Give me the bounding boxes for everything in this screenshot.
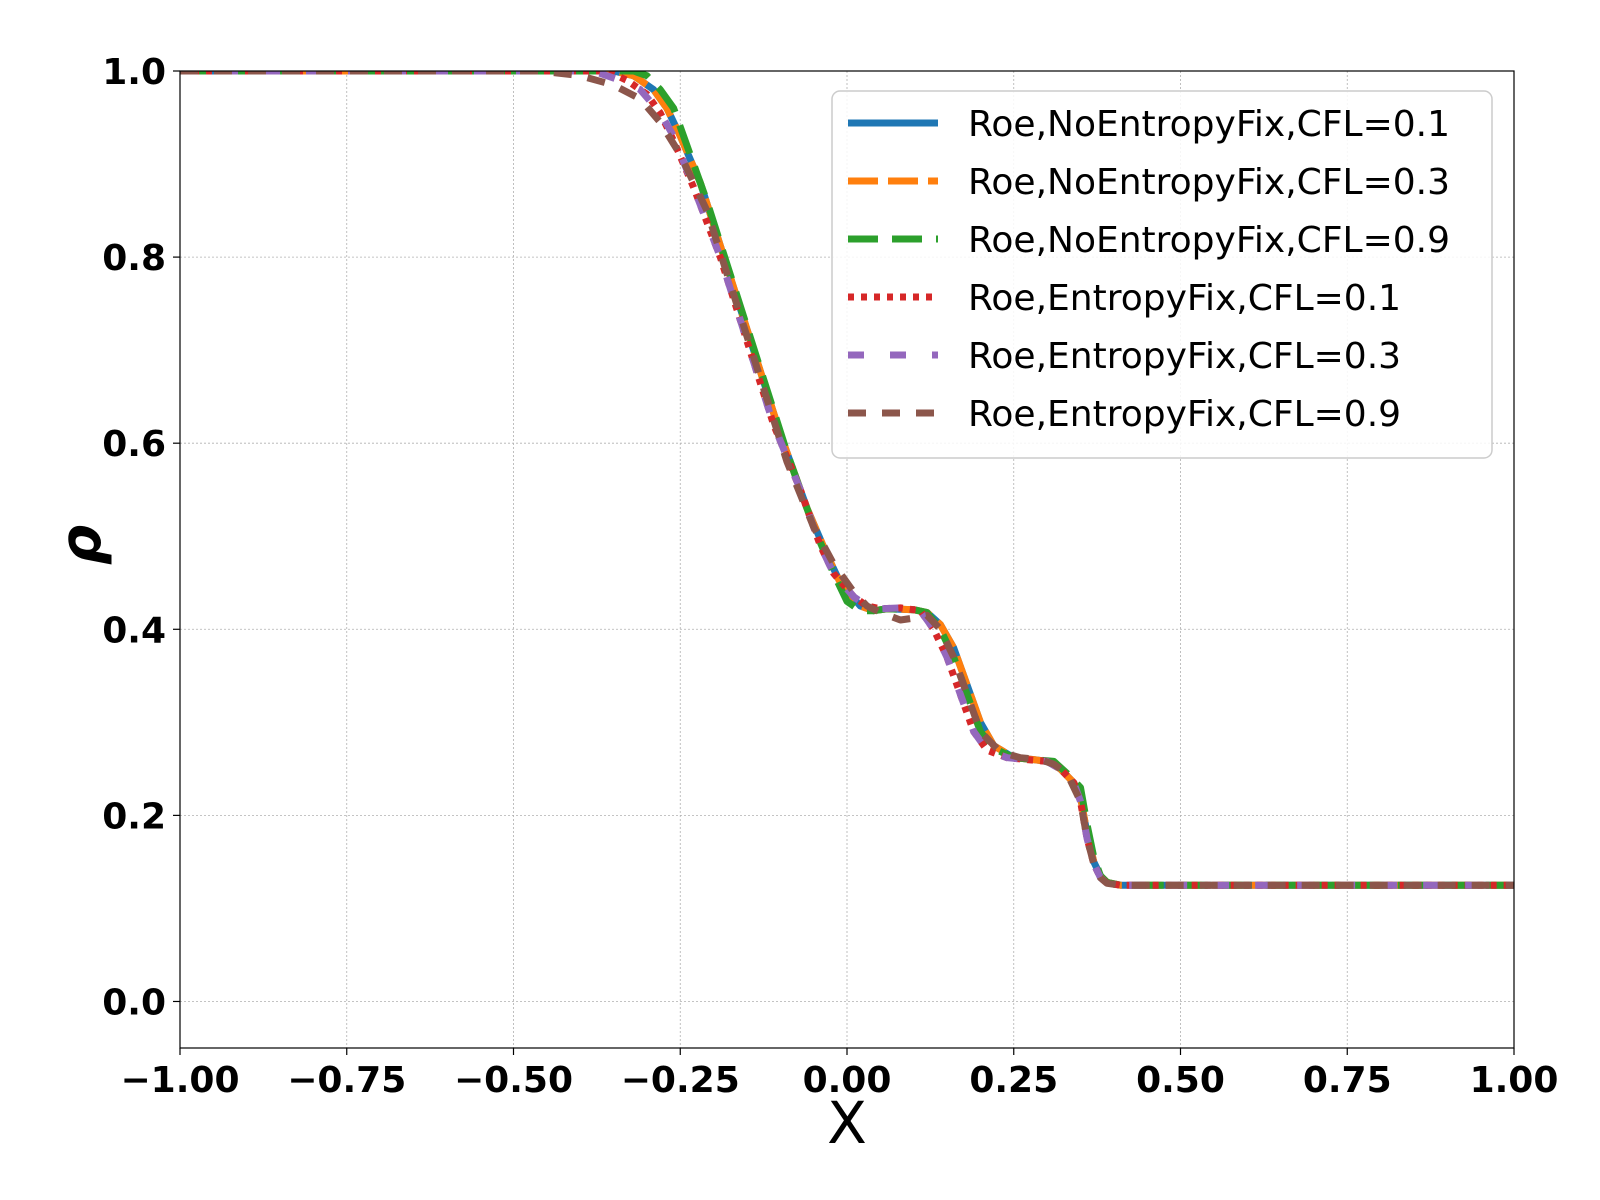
y-tick-label: 0.6 [102,424,166,465]
y-axis: 0.0 0.2 0.4 0.6 0.8 1.0 [102,52,180,1023]
series-line-6 [180,71,1514,889]
legend: Roe,NoEntropyFix,CFL=0.1 Roe,NoEntropyFix… [831,90,1493,459]
x-tick-label: −0.75 [287,1060,406,1101]
x-tick-label: 0.50 [1136,1060,1225,1101]
legend-box [831,90,1493,459]
y-axis-label: ρ [49,525,114,565]
legend-label-6: Roe,EntropyFix,CFL=0.9 [968,394,1401,435]
x-axis-label: X [827,1089,867,1157]
legend-label-5: Roe,EntropyFix,CFL=0.3 [968,336,1401,377]
x-tick-label: −0.25 [621,1060,740,1101]
y-tick-label: 0.0 [102,982,166,1023]
legend-label-4: Roe,EntropyFix,CFL=0.1 [968,278,1401,319]
y-tick-label: 0.4 [102,610,166,651]
x-tick-label: 0.00 [803,1060,892,1101]
x-axis: −1.00 −0.75 −0.50 −0.25 0.00 0.25 0.50 0.75 1.00 [121,1048,1559,1101]
legend-label-2: Roe,NoEntropyFix,CFL=0.3 [968,162,1450,203]
legend-items: Roe,NoEntropyFix,CFL=0.1 Roe,NoEntropyFix… [848,104,1450,435]
plot-area [180,71,1514,889]
y-tick-label: 1.0 [102,52,166,93]
series-lines [180,71,1514,889]
legend-label-1: Roe,NoEntropyFix,CFL=0.1 [968,104,1450,145]
y-tick-label: 0.2 [102,796,166,837]
x-tick-label: −1.00 [121,1060,240,1101]
y-tick-label: 0.8 [102,238,166,279]
x-tick-label: 0.75 [1303,1060,1392,1101]
x-tick-label: −0.50 [454,1060,573,1101]
legend-label-3: Roe,NoEntropyFix,CFL=0.9 [968,220,1450,261]
x-tick-label: 1.00 [1470,1060,1559,1101]
x-tick-label: 0.25 [969,1060,1058,1101]
